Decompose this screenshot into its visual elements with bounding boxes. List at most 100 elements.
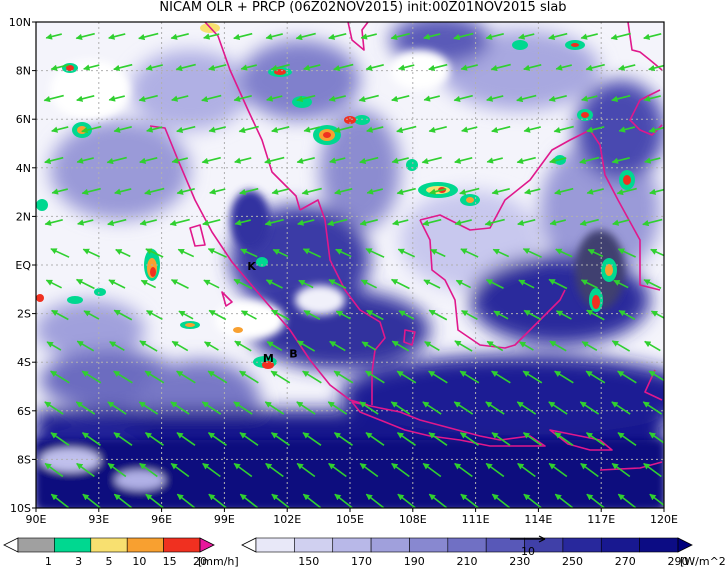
wind-arrow [518, 33, 535, 40]
wind-arrow [45, 279, 62, 289]
wind-arrow [429, 188, 447, 195]
wind-arrow [523, 309, 542, 321]
wind-arrow [423, 95, 440, 102]
wind-arrow [359, 219, 378, 226]
wind-arrow [554, 432, 574, 446]
wind-arrow [391, 95, 410, 102]
wind-arrow [516, 401, 537, 415]
lat-label: 6S [17, 405, 31, 418]
wind-arrow [491, 370, 511, 384]
lat-label: 8N [16, 65, 31, 78]
wind-arrow [234, 340, 252, 352]
wind-arrow [484, 218, 505, 227]
place-label: M [263, 352, 274, 365]
wind-arrow [297, 219, 315, 226]
lat-label: 2S [17, 308, 31, 321]
lon-label: 105E [336, 513, 364, 526]
wind-arrow [366, 188, 383, 195]
wind-arrow [329, 340, 346, 352]
wind-arrow [613, 279, 629, 289]
wind-arrow [239, 432, 259, 446]
wind-arrow [459, 432, 479, 446]
colorbar-label: 230 [509, 555, 530, 568]
wind-arrow [50, 370, 70, 384]
graticule [36, 22, 664, 508]
wind-arrow [329, 157, 346, 164]
wind-arrow [360, 33, 377, 40]
wind-arrow [233, 278, 253, 290]
colorbar-label: 15 [163, 555, 177, 568]
wind-arrow [178, 310, 194, 320]
wind-arrow [361, 341, 377, 351]
wind-arrow [139, 340, 158, 352]
colorbar-label: 10 [132, 555, 146, 568]
wind-arrow [554, 493, 574, 508]
wind-arrow [145, 493, 164, 508]
wind-arrow [460, 493, 479, 508]
wind-arrow [76, 157, 94, 164]
wind-arrow [302, 370, 322, 384]
wind-arrow [139, 219, 157, 226]
colorbar-swatch [17, 537, 55, 553]
reference-vector: 10 [510, 535, 546, 558]
wind-arrow [454, 219, 472, 226]
wind-arrow [44, 156, 64, 165]
wind-arrow [271, 126, 290, 133]
wind-arrow [113, 126, 132, 133]
wind-arrow [579, 156, 600, 165]
wind-arrow [643, 279, 662, 289]
wind-arrow [113, 370, 133, 384]
wind-arrow [328, 462, 347, 478]
wind-arrow [333, 63, 354, 72]
wind-arrow [328, 279, 347, 289]
precip-unit: [mm/h] [198, 555, 239, 568]
wind-arrow [460, 64, 478, 71]
wind-arrow [391, 157, 409, 164]
lat-label: 4S [17, 356, 31, 369]
wind-arrow [581, 341, 598, 351]
wind-arrow [301, 187, 322, 196]
wind-arrow [555, 310, 572, 320]
colorbar-swatch [332, 537, 372, 553]
colorbar-swatch [90, 537, 128, 553]
wind-arrow [580, 279, 598, 289]
wind-arrow [460, 248, 479, 258]
olr-unit: [W/m^2] [680, 555, 726, 568]
wind-arrow [586, 309, 605, 321]
wind-arrow [171, 157, 188, 164]
wind-arrow [208, 126, 226, 133]
wind-arrow [459, 370, 480, 384]
wind-arrow [358, 94, 379, 103]
wind-arrow [264, 401, 285, 415]
olr-colorbar: 150 170 190 210 230 250 270 290[W/m^2] [241, 537, 726, 568]
lat-label: EQ [15, 259, 31, 272]
wind-arrow [587, 248, 604, 258]
colorbar-swatch [562, 537, 602, 553]
wind-arrow [430, 248, 446, 258]
wind-arrow [585, 63, 605, 72]
lat-label: 10N [9, 16, 31, 29]
wind-arrow [75, 278, 95, 290]
wind-arrow [209, 188, 226, 195]
wind-arrow [144, 432, 164, 446]
wind-arrow [581, 95, 598, 102]
wind-arrow [586, 493, 605, 508]
lon-label: 117E [587, 513, 615, 526]
wind-arrow [486, 95, 504, 102]
lon-label: 93E [88, 513, 109, 526]
wind-arrow [138, 94, 158, 103]
wind-arrow [333, 125, 353, 134]
lat-label: 6N [16, 113, 31, 126]
wind-arrow [485, 462, 505, 478]
wind-arrow [296, 401, 316, 415]
wind-arrow [171, 340, 189, 352]
wind-arrow [271, 493, 290, 508]
wind-arrow [240, 248, 258, 258]
wind-arrow [523, 493, 542, 508]
wind-arrow [176, 125, 196, 134]
wind-arrow [108, 95, 125, 102]
reference-vector-label: 10 [521, 545, 535, 558]
wind-arrow [365, 432, 385, 446]
wind-arrow [77, 219, 94, 226]
wind-arrow [114, 188, 132, 195]
